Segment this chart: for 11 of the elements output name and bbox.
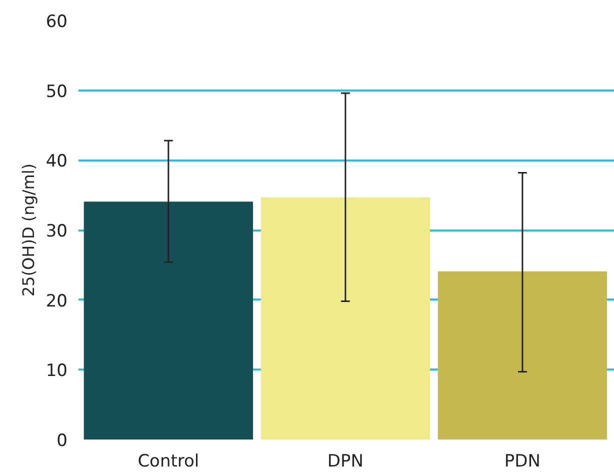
y-tick-label: 10 [46, 361, 68, 382]
x-tick-label: PDN [504, 452, 540, 472]
y-tick-label: 20 [46, 291, 68, 312]
x-tick-label: Control [138, 452, 200, 472]
y-tick-label: 40 [46, 152, 68, 172]
x-tick-label: DPN [327, 452, 364, 472]
y-tick-label: 30 [46, 222, 68, 242]
y-tick-label: 60 [46, 12, 68, 32]
y-tick-label: 0 [56, 431, 68, 451]
y-axis-title: 25(OH)D (ng/ml) [18, 163, 38, 297]
y-tick-label: 50 [46, 82, 68, 102]
